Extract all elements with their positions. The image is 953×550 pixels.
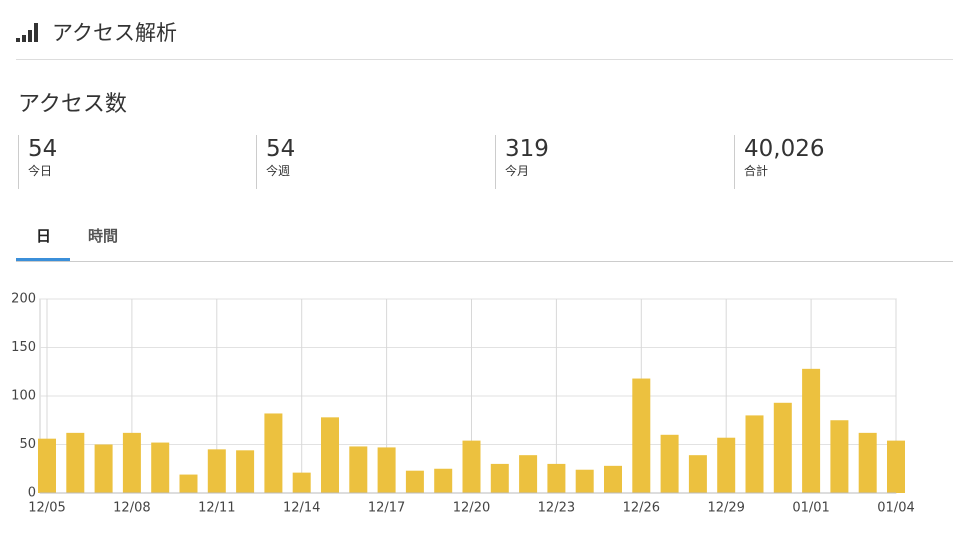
bar <box>292 472 311 493</box>
y-tick-label: 150 <box>11 340 36 355</box>
stat-label: 今日 <box>28 164 53 178</box>
bar <box>688 455 707 493</box>
stat-label: 今月 <box>505 164 530 178</box>
bar <box>802 368 821 493</box>
bar <box>377 447 396 493</box>
bar <box>236 450 255 493</box>
bar <box>405 470 424 493</box>
tab[interactable]: 時間 <box>88 227 119 245</box>
bar <box>717 437 736 493</box>
x-tick-label: 12/05 <box>28 501 65 516</box>
bar <box>519 455 538 493</box>
x-tick-label: 12/11 <box>198 501 235 516</box>
stat-label: 今週 <box>266 164 291 178</box>
active-tab-indicator <box>16 258 70 261</box>
x-tick-label: 12/14 <box>283 501 320 516</box>
x-tick-label: 01/01 <box>792 501 829 516</box>
bar <box>66 432 85 493</box>
bar <box>38 438 56 493</box>
stat-label: 合計 <box>744 164 769 178</box>
stat-value: 319 <box>505 136 549 162</box>
bar <box>349 446 368 493</box>
bar <box>547 463 566 493</box>
x-tick-label: 12/17 <box>368 501 405 516</box>
analytics-icon <box>16 23 38 42</box>
x-tick-label: 12/08 <box>113 501 150 516</box>
stat-value: 54 <box>28 136 58 162</box>
bar <box>745 415 764 493</box>
stat: 54 今日 <box>18 135 57 189</box>
header: アクセス解析 <box>16 14 177 50</box>
stat-value: 40,026 <box>744 136 825 162</box>
tab-bar: 日 時間 <box>16 215 953 262</box>
x-tick-label: 01/04 <box>877 501 914 516</box>
x-tick-label: 12/23 <box>538 501 575 516</box>
bar <box>575 469 594 493</box>
x-tick-label: 12/20 <box>453 501 490 516</box>
bar <box>887 440 905 493</box>
bar <box>604 465 622 493</box>
stat-value: 54 <box>266 136 296 162</box>
divider <box>16 59 953 60</box>
bar <box>264 413 283 493</box>
bar <box>490 463 509 493</box>
bar <box>830 420 849 493</box>
bar <box>151 442 170 493</box>
bar <box>179 474 198 493</box>
section-title: アクセス数 <box>18 92 127 117</box>
header-title: アクセス解析 <box>52 21 177 45</box>
stat: 40,026 合計 <box>734 135 824 189</box>
bar <box>434 468 453 493</box>
y-tick-label: 0 <box>28 486 36 501</box>
y-tick-label: 50 <box>19 437 36 452</box>
bar <box>94 444 113 493</box>
bar <box>660 434 679 493</box>
bar <box>321 417 339 493</box>
y-tick-label: 100 <box>11 389 36 404</box>
y-tick-label: 200 <box>11 292 36 307</box>
bar <box>858 432 877 493</box>
tab[interactable]: 日 <box>36 227 52 245</box>
bar <box>462 440 481 493</box>
chart: 0 50 100 150 200 12/05 12/08 12/11 12/14 12/17 12/… <box>11 292 915 516</box>
bar <box>122 432 141 493</box>
stat: 54 今週 <box>256 135 295 189</box>
x-tick-label: 12/26 <box>623 501 660 516</box>
bar <box>773 402 792 493</box>
stat: 319 今月 <box>495 135 549 189</box>
bar <box>632 378 651 493</box>
bar <box>207 449 226 493</box>
x-tick-label: 12/29 <box>707 501 744 516</box>
